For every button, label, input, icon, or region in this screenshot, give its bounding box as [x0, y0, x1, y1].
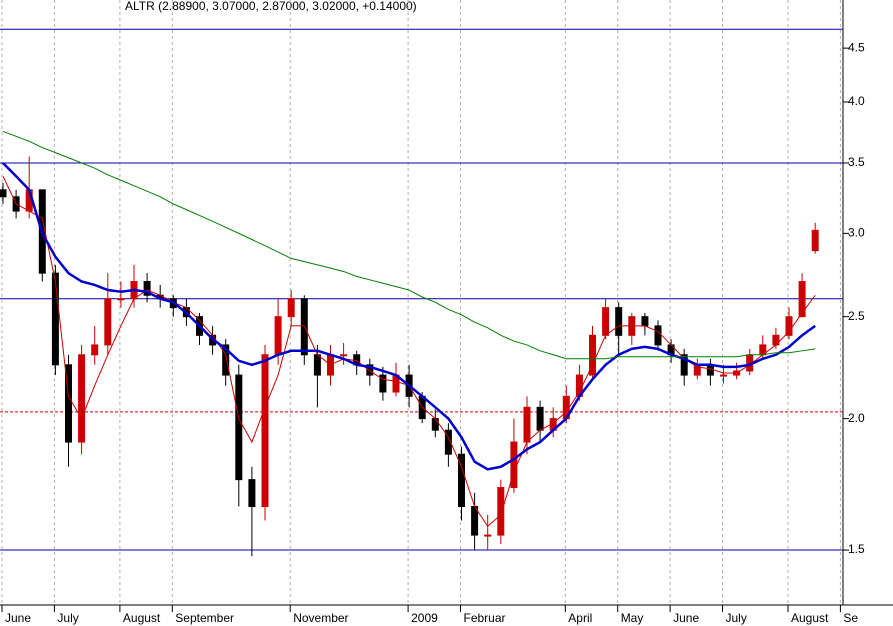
moving-average-line: [2, 130, 816, 360]
x-tick-label: June: [673, 611, 699, 625]
candle-body: [641, 316, 649, 327]
y-tick-label: 3.0: [848, 226, 865, 240]
candle-body: [117, 298, 125, 301]
candle-body: [379, 374, 387, 393]
candle-body: [0, 189, 7, 198]
candle-body: [615, 307, 623, 336]
x-tick-label: July: [726, 611, 747, 625]
candle-body: [313, 354, 321, 376]
candle-body: [680, 354, 688, 376]
candle-body: [536, 406, 544, 431]
y-tick-label: 1.5: [848, 542, 865, 556]
candle-body: [143, 281, 151, 296]
candle-body: [274, 316, 282, 356]
chart-title: ALTR (2.88900, 3.07000, 2.87000, 3.02000…: [125, 0, 417, 13]
moving-average-line: [2, 162, 816, 471]
candle-body: [51, 272, 59, 366]
candle-body: [287, 298, 295, 318]
x-tick-label: July: [57, 611, 78, 625]
y-tick-label: 3.5: [848, 155, 865, 169]
x-tick-label: April: [568, 611, 592, 625]
candle-body: [104, 298, 112, 346]
y-tick-label: 2.5: [848, 309, 865, 323]
y-tick-label: 2.0: [848, 411, 865, 425]
candle-body: [589, 334, 596, 376]
candle-body: [444, 429, 452, 455]
candle-body: [471, 506, 479, 536]
candle-body: [654, 325, 662, 346]
candle-body: [366, 364, 374, 376]
y-tick-label: 4.5: [848, 40, 865, 54]
candle-body: [798, 281, 806, 318]
candle-body: [261, 354, 269, 508]
x-tick-label: August: [123, 611, 161, 625]
y-tick-label: 4.0: [848, 94, 865, 108]
x-tick-label: November: [293, 611, 348, 625]
candle-body: [340, 354, 348, 357]
candle-body: [248, 479, 256, 508]
x-tick-label: 2009: [411, 611, 438, 625]
candle-body: [458, 453, 465, 508]
candle-body: [785, 316, 793, 336]
candle-body: [497, 487, 505, 536]
candle-body: [91, 344, 99, 356]
candle-body: [811, 229, 819, 252]
candle-body: [523, 406, 531, 443]
candle-body: [484, 534, 492, 537]
candle-body: [65, 364, 72, 443]
x-tick-label: Se: [843, 611, 858, 625]
candle-body: [510, 441, 518, 489]
x-tick-label: August: [791, 611, 829, 625]
x-tick-label: May: [621, 611, 644, 625]
candle-body: [602, 307, 610, 336]
x-tick-label: September: [175, 611, 234, 625]
x-tick-label: June: [5, 611, 31, 625]
candle-body: [235, 374, 243, 481]
x-tick-label: Februar: [464, 611, 506, 625]
candle-body: [222, 344, 230, 376]
candle-body: [78, 354, 86, 443]
candle-body: [431, 418, 439, 431]
candle-body: [720, 374, 727, 377]
